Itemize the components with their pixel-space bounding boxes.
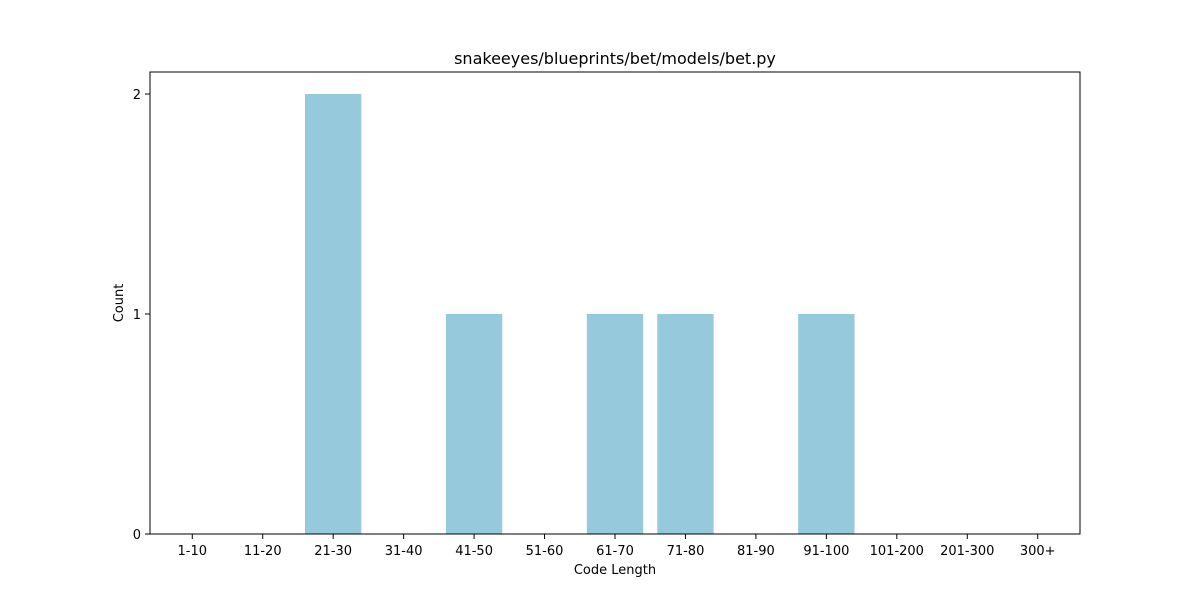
- x-axis: 1-10 11-20 21-30 31-40 41-50 51-60 61-70 71-80 8…: [178, 534, 1056, 559]
- bar-71-80: [657, 314, 714, 534]
- bar-91-100: [798, 314, 855, 534]
- x-tick-label: 91-100: [803, 544, 849, 559]
- bar-61-70: [586, 314, 644, 534]
- x-tick-label: 71-80: [667, 544, 705, 559]
- x-tick-label: 51-60: [526, 544, 564, 559]
- x-tick-label: 300+: [1020, 544, 1056, 559]
- x-tick-label: 201-300: [940, 544, 994, 559]
- x-axis-label: Code Length: [574, 563, 656, 578]
- y-tick-label: 2: [133, 88, 141, 103]
- x-tick-label: 1-10: [178, 544, 208, 559]
- x-tick-label: 31-40: [385, 544, 423, 559]
- x-tick-label: 21-30: [314, 544, 352, 559]
- y-tick-label: 1: [133, 308, 141, 323]
- bar-41-50: [445, 314, 503, 534]
- chart-title: snakeeyes/blueprints/bet/models/bet.py: [454, 49, 776, 68]
- x-tick-label: 41-50: [455, 544, 493, 559]
- bar-group: [305, 94, 855, 534]
- x-tick-label: 11-20: [244, 544, 282, 559]
- y-tick-label: 0: [133, 528, 141, 543]
- x-tick-label: 61-70: [596, 544, 634, 559]
- x-tick-label: 81-90: [737, 544, 775, 559]
- bar-21-30: [305, 94, 362, 534]
- y-axis: 0 1 2: [133, 88, 150, 543]
- y-axis-label: Count: [112, 284, 127, 323]
- x-tick-label: 101-200: [870, 544, 924, 559]
